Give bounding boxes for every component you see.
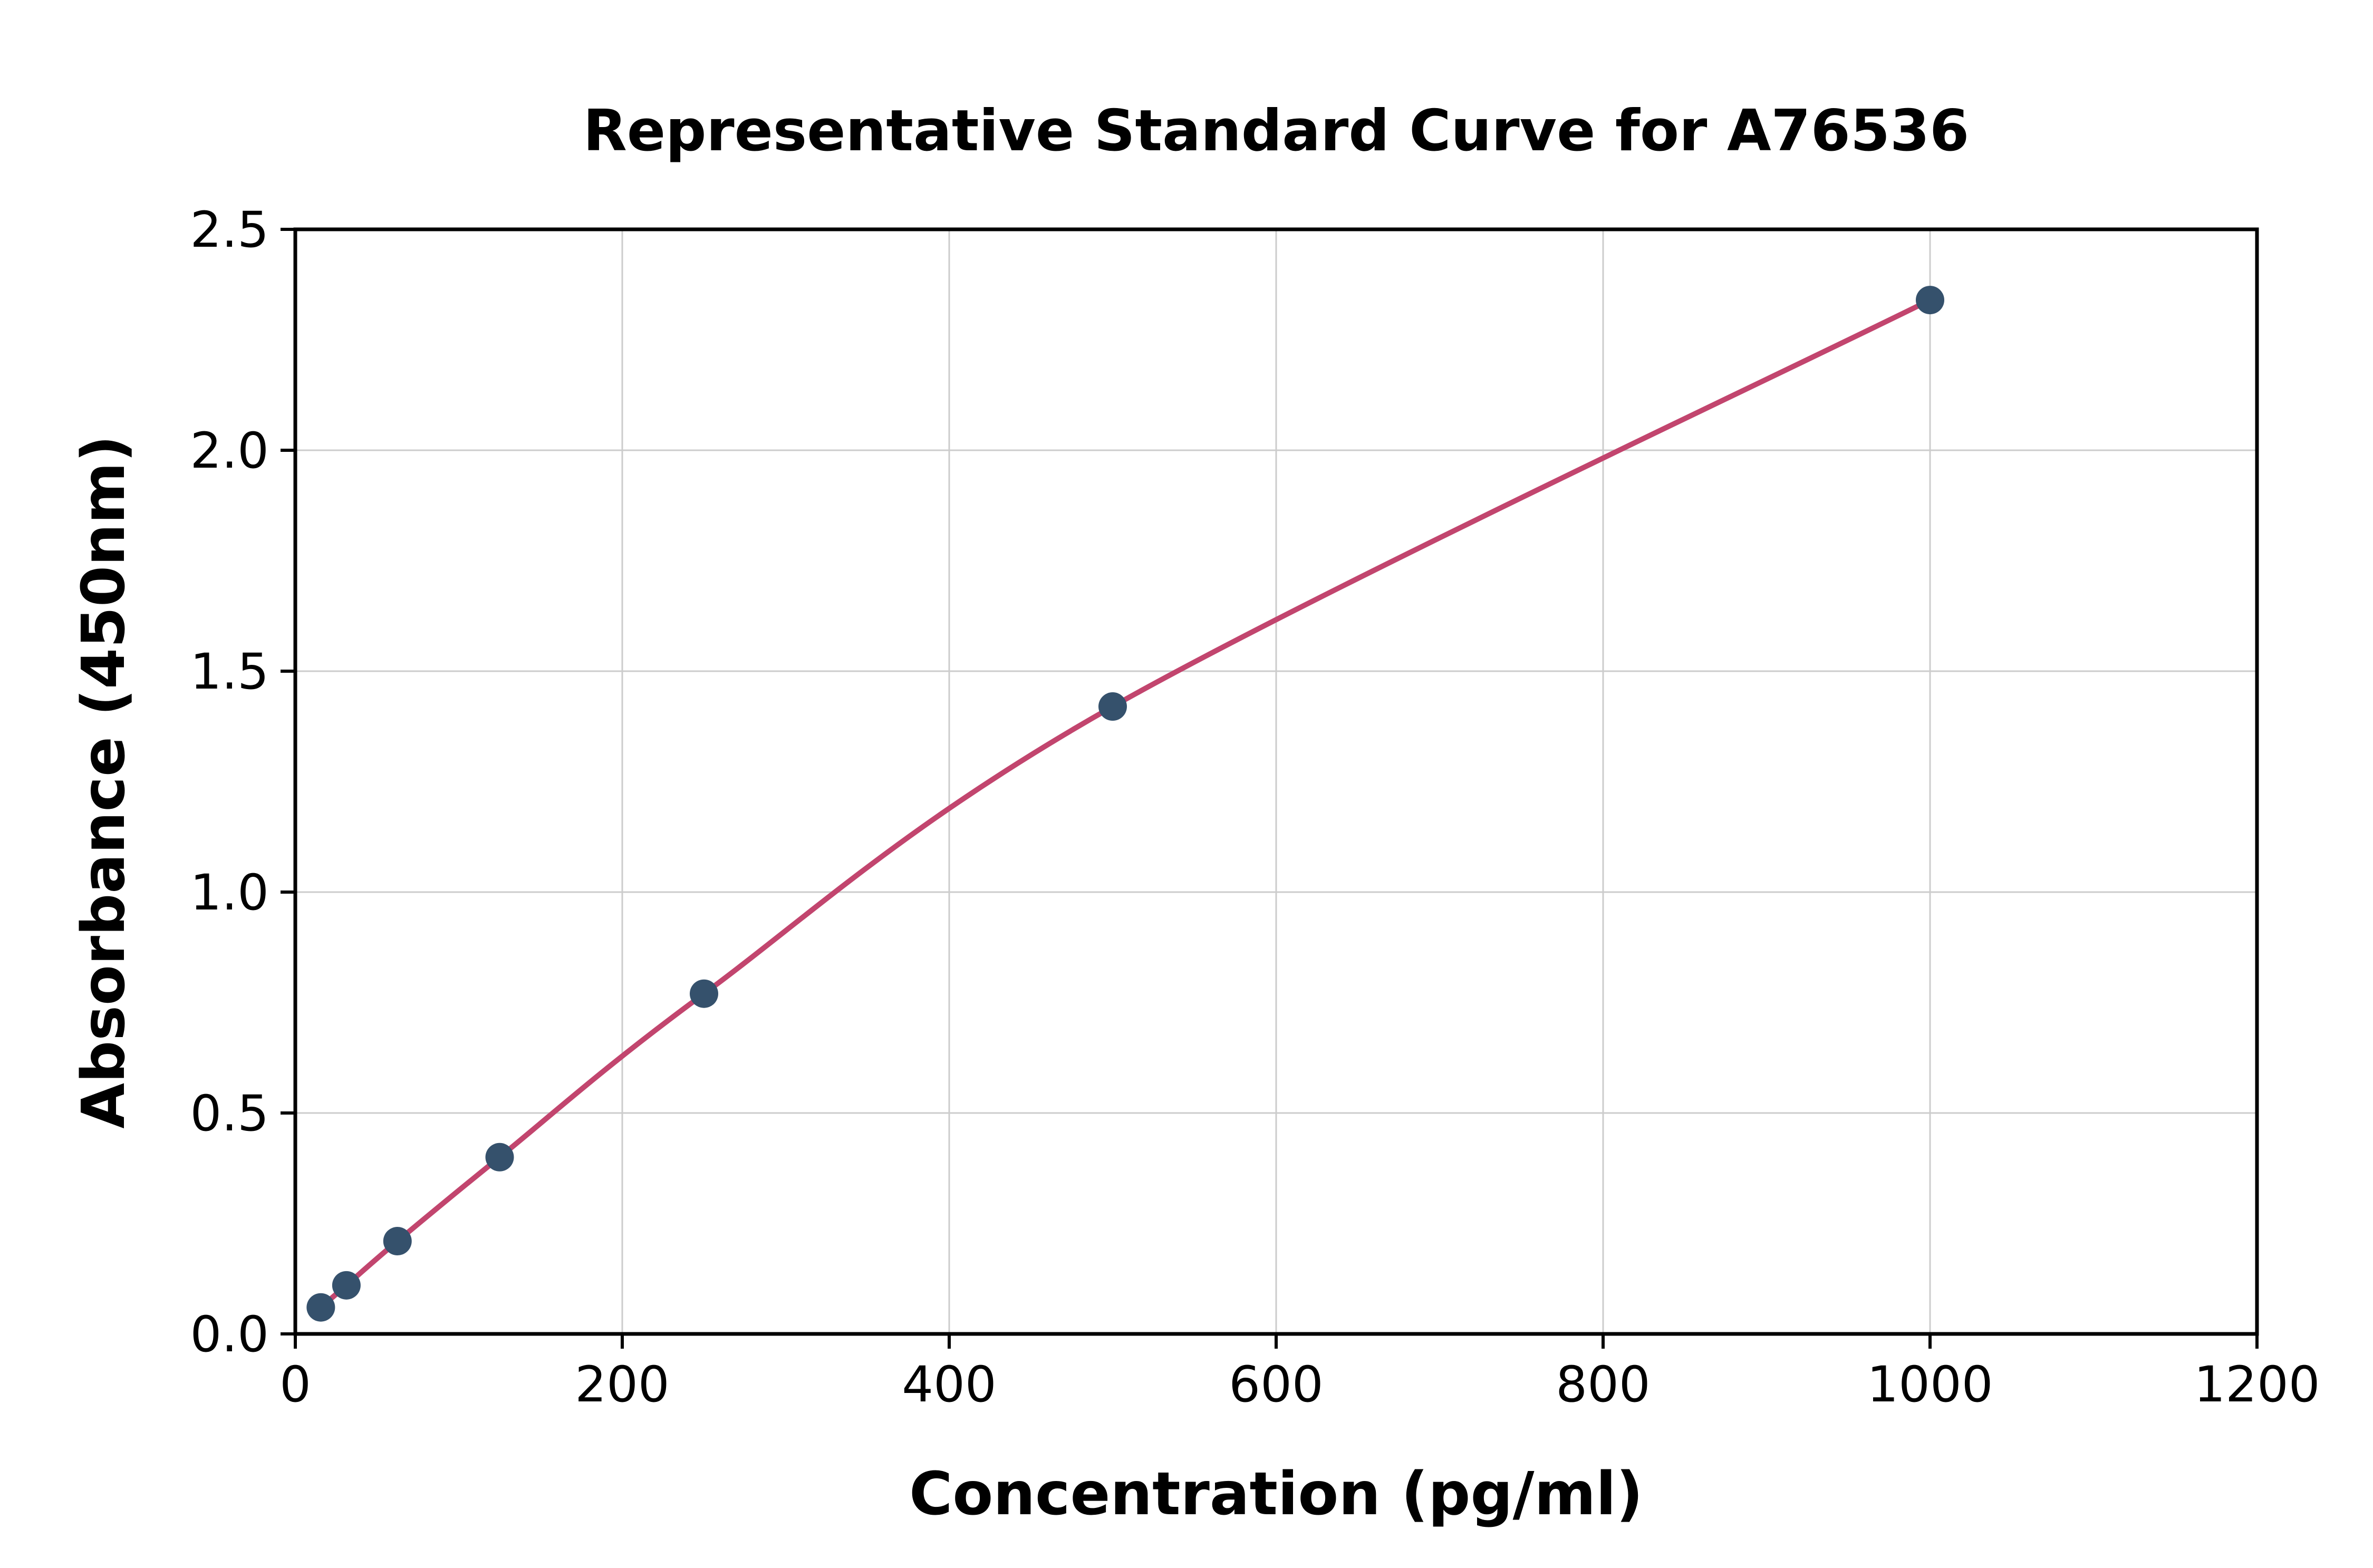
data-point <box>1098 692 1127 721</box>
data-point <box>1916 286 1944 315</box>
data-point <box>332 1271 361 1300</box>
chart-title: Representative Standard Curve for A76536 <box>583 98 1970 164</box>
y-tick-label: 0.0 <box>190 1306 269 1363</box>
standard-curve-line <box>318 297 1933 1310</box>
x-tick-label: 600 <box>1229 1356 1323 1414</box>
x-tick-label: 0 <box>279 1356 311 1414</box>
data-point <box>306 1293 335 1322</box>
data-point <box>485 1143 514 1172</box>
y-axis-label: Absorbance (450nm) <box>70 435 138 1128</box>
plot-render-layer: 0 200 400 600 800 1000 1200 0.0 0.5 1.0 1.5 2.0 2.5 <box>190 201 2320 1414</box>
y-tick-label: 1.5 <box>190 643 269 701</box>
x-tick-label: 800 <box>1556 1356 1650 1414</box>
y-tick-label: 2.0 <box>190 422 269 480</box>
data-point <box>383 1227 412 1256</box>
y-tick-label: 0.5 <box>190 1085 269 1143</box>
x-tick-label: 400 <box>902 1356 996 1414</box>
y-tick-label: 1.0 <box>190 864 269 922</box>
x-tick-label: 1200 <box>2194 1356 2320 1414</box>
x-tick-label: 200 <box>575 1356 669 1414</box>
plot-border <box>293 227 2259 1336</box>
x-tick-label: 1000 <box>1867 1356 1993 1414</box>
y-tick-label: 2.5 <box>190 201 269 259</box>
x-axis-label: Concentration (pg/ml) <box>909 1460 1643 1528</box>
data-point <box>690 979 718 1008</box>
